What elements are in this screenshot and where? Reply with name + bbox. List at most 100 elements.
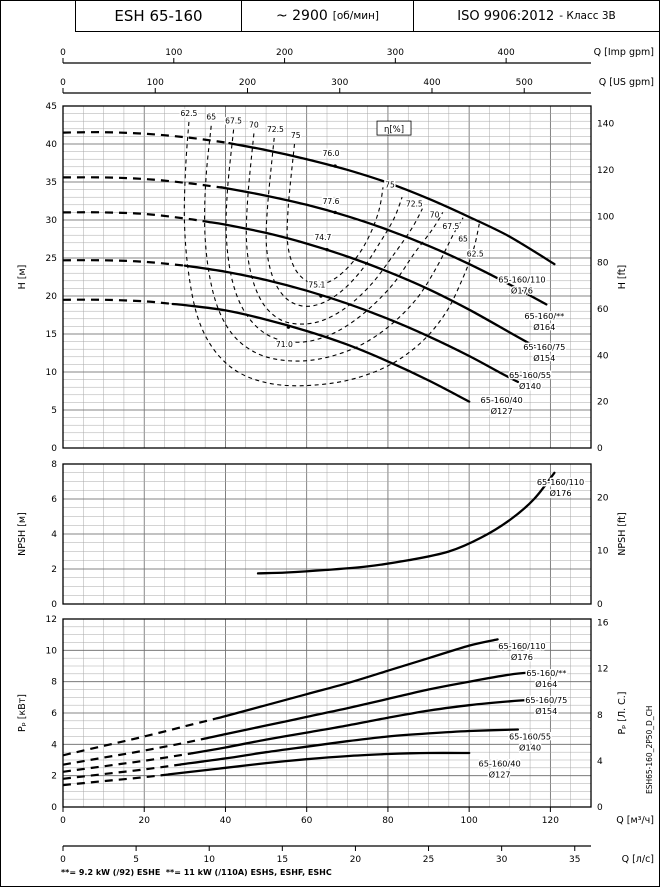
- efficiency-label: 72.5: [267, 125, 284, 134]
- head-grid: [63, 106, 591, 448]
- y-tick-label: 15: [46, 330, 57, 340]
- curve-label-diameter: Ø176: [511, 285, 533, 295]
- bottom-axis-ls: 0 5 10 15 20 25 30 35 Q [л/с]: [60, 845, 654, 865]
- curve-label-name: 65-160/110: [498, 641, 545, 651]
- bep-dot: [325, 247, 329, 252]
- y-tick-label-right: 0: [597, 803, 603, 813]
- series-65-160/40: [62, 751, 471, 787]
- y-tick-label: 35: [46, 178, 57, 188]
- curve-dashed: [62, 298, 173, 306]
- curve-label-name: 65-160/**: [526, 668, 566, 678]
- y-tick-label: 4: [51, 740, 57, 750]
- efficiency-label: 70: [249, 120, 259, 129]
- curve-label-name: 65-160/55: [509, 732, 551, 742]
- series-65-160/110: [62, 131, 556, 266]
- y-tick-label: 10: [46, 646, 58, 656]
- curve-label-diameter: Ø154: [535, 706, 557, 716]
- efficiency-label: 75: [291, 131, 301, 140]
- curve-label-name: 65-160/75: [525, 695, 567, 705]
- y-tick-label: 30: [46, 216, 58, 226]
- efficiency-label: 75: [385, 180, 395, 189]
- curve-label-diameter: Ø176: [511, 652, 533, 662]
- y-tick-label-right: 140: [597, 120, 614, 130]
- efficiency-label: 62.5: [467, 249, 484, 258]
- curve: [183, 264, 520, 384]
- curve-dashed: [62, 259, 185, 267]
- y-tick-label-right: 100: [597, 212, 614, 222]
- y-tick-label: 8: [51, 460, 57, 470]
- x-tick-label: 10: [203, 855, 215, 865]
- power-curves: [62, 638, 536, 787]
- bep-efficiency-label: 71.0: [276, 340, 293, 349]
- plot-frame: [62, 618, 592, 808]
- x-axis-title: Q [м³/ч]: [616, 815, 654, 826]
- x-tick-label: 400: [498, 48, 515, 58]
- bep-dot: [333, 164, 337, 168]
- curve-label-diameter: Ø140: [519, 381, 541, 391]
- curve-label-diameter: Ø176: [549, 488, 571, 498]
- curve-label-diameter: Ø127: [489, 769, 511, 779]
- series-65-160/75: [62, 698, 536, 773]
- curve-dashed: [62, 131, 232, 145]
- standard-class: - Класс 3В: [559, 10, 616, 22]
- pump-speed-cell: ~ 2900 [об/мин]: [241, 1, 413, 31]
- plot-frame: [62, 463, 592, 605]
- efficiency-contour-72.5: [265, 137, 403, 307]
- efficiency-label: 62.5: [180, 109, 197, 118]
- series-65-160/**: [62, 671, 536, 766]
- standard-cell: ISO 9906:2012 - Класс 3В: [413, 1, 659, 31]
- x-tick-label: 30: [496, 855, 508, 865]
- y-axis-title-right: H [ft]: [617, 265, 628, 289]
- y-tick-label-right: 16: [597, 619, 609, 629]
- y-tick-label: 6: [51, 709, 57, 719]
- series-65-160/40: [62, 298, 471, 403]
- curve-label-diameter: Ø164: [535, 679, 557, 689]
- y-tick-label-right: 120: [597, 166, 614, 176]
- x-tick-label: 0: [60, 48, 66, 58]
- series-65-160/55: [62, 728, 520, 780]
- series-65-160/110: [256, 471, 556, 575]
- curve: [179, 728, 520, 766]
- curve: [204, 671, 536, 740]
- efficiency-contour-65: [204, 125, 464, 362]
- efficiency-label: 70: [430, 211, 440, 220]
- efficiency-label: 72.5: [406, 199, 423, 208]
- pump-speed-unit: [об/мин]: [332, 10, 380, 22]
- efficiency-label: 65: [206, 113, 216, 122]
- curve-label-name: 65-160/75: [523, 342, 565, 352]
- curve-label-diameter: Ø164: [533, 322, 555, 332]
- curve-dashed: [62, 717, 218, 757]
- plot-frame: [62, 105, 592, 449]
- head-labels: 62.5 65 67.5 7072.5757572.57067.56562.576.0…: [17, 102, 628, 454]
- curve: [228, 142, 556, 266]
- bep-efficiency-label: 75.1: [308, 281, 325, 290]
- curve-label-name: 65-160/110: [537, 477, 584, 487]
- curve-dashed: [62, 763, 181, 780]
- curve-dashed: [62, 752, 194, 773]
- x-tick-label: 25: [423, 855, 434, 865]
- y-tick-label-right: 60: [597, 305, 609, 315]
- curve-label-name: 65-160/55: [509, 370, 551, 380]
- y-tick-label: 2: [51, 565, 57, 575]
- y-tick-label-right: 20: [597, 493, 609, 503]
- curve: [216, 638, 499, 720]
- y-tick-label: 0: [51, 803, 57, 813]
- head-chart: 62.5 65 67.5 7072.5757572.57067.56562.576.0…: [17, 102, 628, 454]
- y-tick-label-right: 4: [597, 757, 603, 767]
- y-tick-label-right: 8: [597, 711, 603, 721]
- y-tick-label-right: 40: [597, 351, 609, 361]
- curve-dashed: [62, 773, 169, 787]
- top-axis-us-gpm: 0 100 200 300 400 500 Q [US gpm]: [60, 77, 654, 94]
- y-tick-label: 10: [46, 368, 58, 378]
- pump-model-cell: ESH 65-160: [75, 1, 241, 31]
- bottom-axis-m3h: 0 20 40 60 80 100 120 Q [м³/ч]: [60, 807, 654, 826]
- x-tick-label: 40: [220, 816, 232, 826]
- y-tick-label: 25: [46, 254, 57, 264]
- y-axis-title-left: H [м]: [17, 265, 28, 290]
- x-tick-label: 500: [516, 78, 533, 88]
- y-tick-label-right: 12: [597, 665, 608, 675]
- y-tick-label-right: 10: [597, 547, 609, 557]
- pump-speed: ~ 2900: [275, 8, 328, 24]
